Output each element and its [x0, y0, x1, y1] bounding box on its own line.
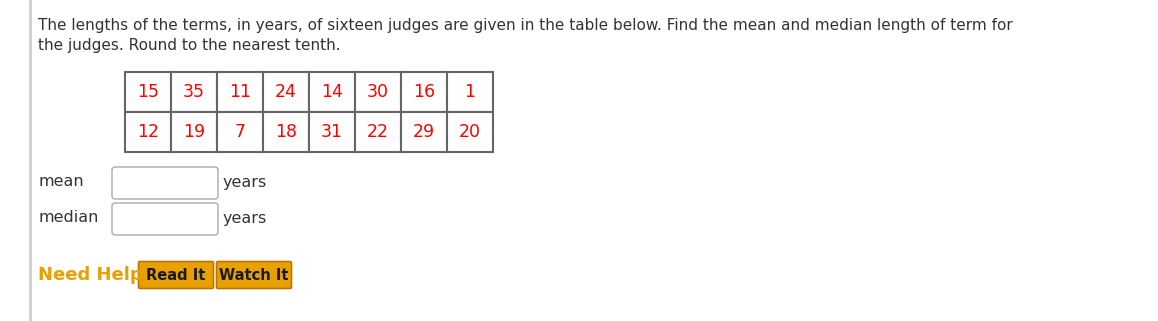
Bar	[447, 112, 493, 152]
Bar	[263, 112, 309, 152]
Text: 1: 1	[464, 83, 476, 101]
Text: the judges. Round to the nearest tenth.: the judges. Round to the nearest tenth.	[38, 38, 340, 53]
FancyBboxPatch shape	[139, 262, 213, 289]
FancyBboxPatch shape	[112, 203, 218, 235]
Bar	[447, 72, 493, 112]
Text: 20: 20	[459, 123, 481, 141]
Text: 19: 19	[183, 123, 205, 141]
Text: 30: 30	[367, 83, 389, 101]
Bar	[171, 112, 217, 152]
Text: Watch It: Watch It	[219, 267, 288, 282]
Text: 29: 29	[413, 123, 435, 141]
Text: The lengths of the terms, in years, of sixteen judges are given in the table bel: The lengths of the terms, in years, of s…	[38, 18, 1013, 33]
Bar	[356, 112, 401, 152]
Text: 7: 7	[235, 123, 245, 141]
Text: 24: 24	[276, 83, 296, 101]
Text: median: median	[38, 211, 98, 225]
Bar	[309, 112, 356, 152]
Bar	[171, 72, 217, 112]
Text: 15: 15	[137, 83, 159, 101]
Text: 11: 11	[229, 83, 251, 101]
Text: 18: 18	[274, 123, 296, 141]
Text: years: years	[223, 175, 267, 189]
Bar	[125, 112, 171, 152]
Text: 12: 12	[137, 123, 159, 141]
Bar	[356, 72, 401, 112]
FancyBboxPatch shape	[217, 262, 292, 289]
FancyBboxPatch shape	[112, 167, 218, 199]
Bar	[401, 112, 447, 152]
Text: 14: 14	[321, 83, 343, 101]
Text: mean: mean	[38, 175, 83, 189]
Bar	[309, 72, 356, 112]
Text: Read It: Read It	[146, 267, 206, 282]
Bar	[401, 72, 447, 112]
Text: 16: 16	[413, 83, 435, 101]
Bar	[125, 72, 171, 112]
Bar	[217, 112, 263, 152]
Text: 35: 35	[183, 83, 205, 101]
Bar	[217, 72, 263, 112]
Text: 31: 31	[321, 123, 343, 141]
Text: 22: 22	[367, 123, 389, 141]
Text: Need Help?: Need Help?	[38, 266, 153, 284]
Bar	[263, 72, 309, 112]
Text: years: years	[223, 211, 267, 225]
